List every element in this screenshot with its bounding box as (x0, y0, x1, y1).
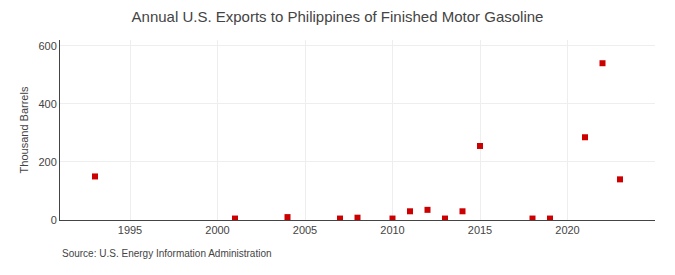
svg-text:2010: 2010 (380, 224, 404, 236)
svg-text:2015: 2015 (468, 224, 492, 236)
svg-text:Annual U.S. Exports to Philipp: Annual U.S. Exports to Philippines of Fi… (132, 8, 544, 25)
svg-text:0: 0 (51, 214, 57, 226)
svg-text:Source: U.S. Energy Informatio: Source: U.S. Energy Information Administ… (62, 248, 272, 259)
svg-text:1995: 1995 (118, 224, 142, 236)
svg-text:200: 200 (38, 156, 56, 168)
svg-text:2005: 2005 (293, 224, 317, 236)
svg-text:Thousand Barrels: Thousand Barrels (18, 86, 30, 173)
svg-text:600: 600 (38, 40, 56, 52)
svg-text:2000: 2000 (205, 224, 229, 236)
svg-text:400: 400 (38, 98, 56, 110)
svg-text:2020: 2020 (555, 224, 579, 236)
